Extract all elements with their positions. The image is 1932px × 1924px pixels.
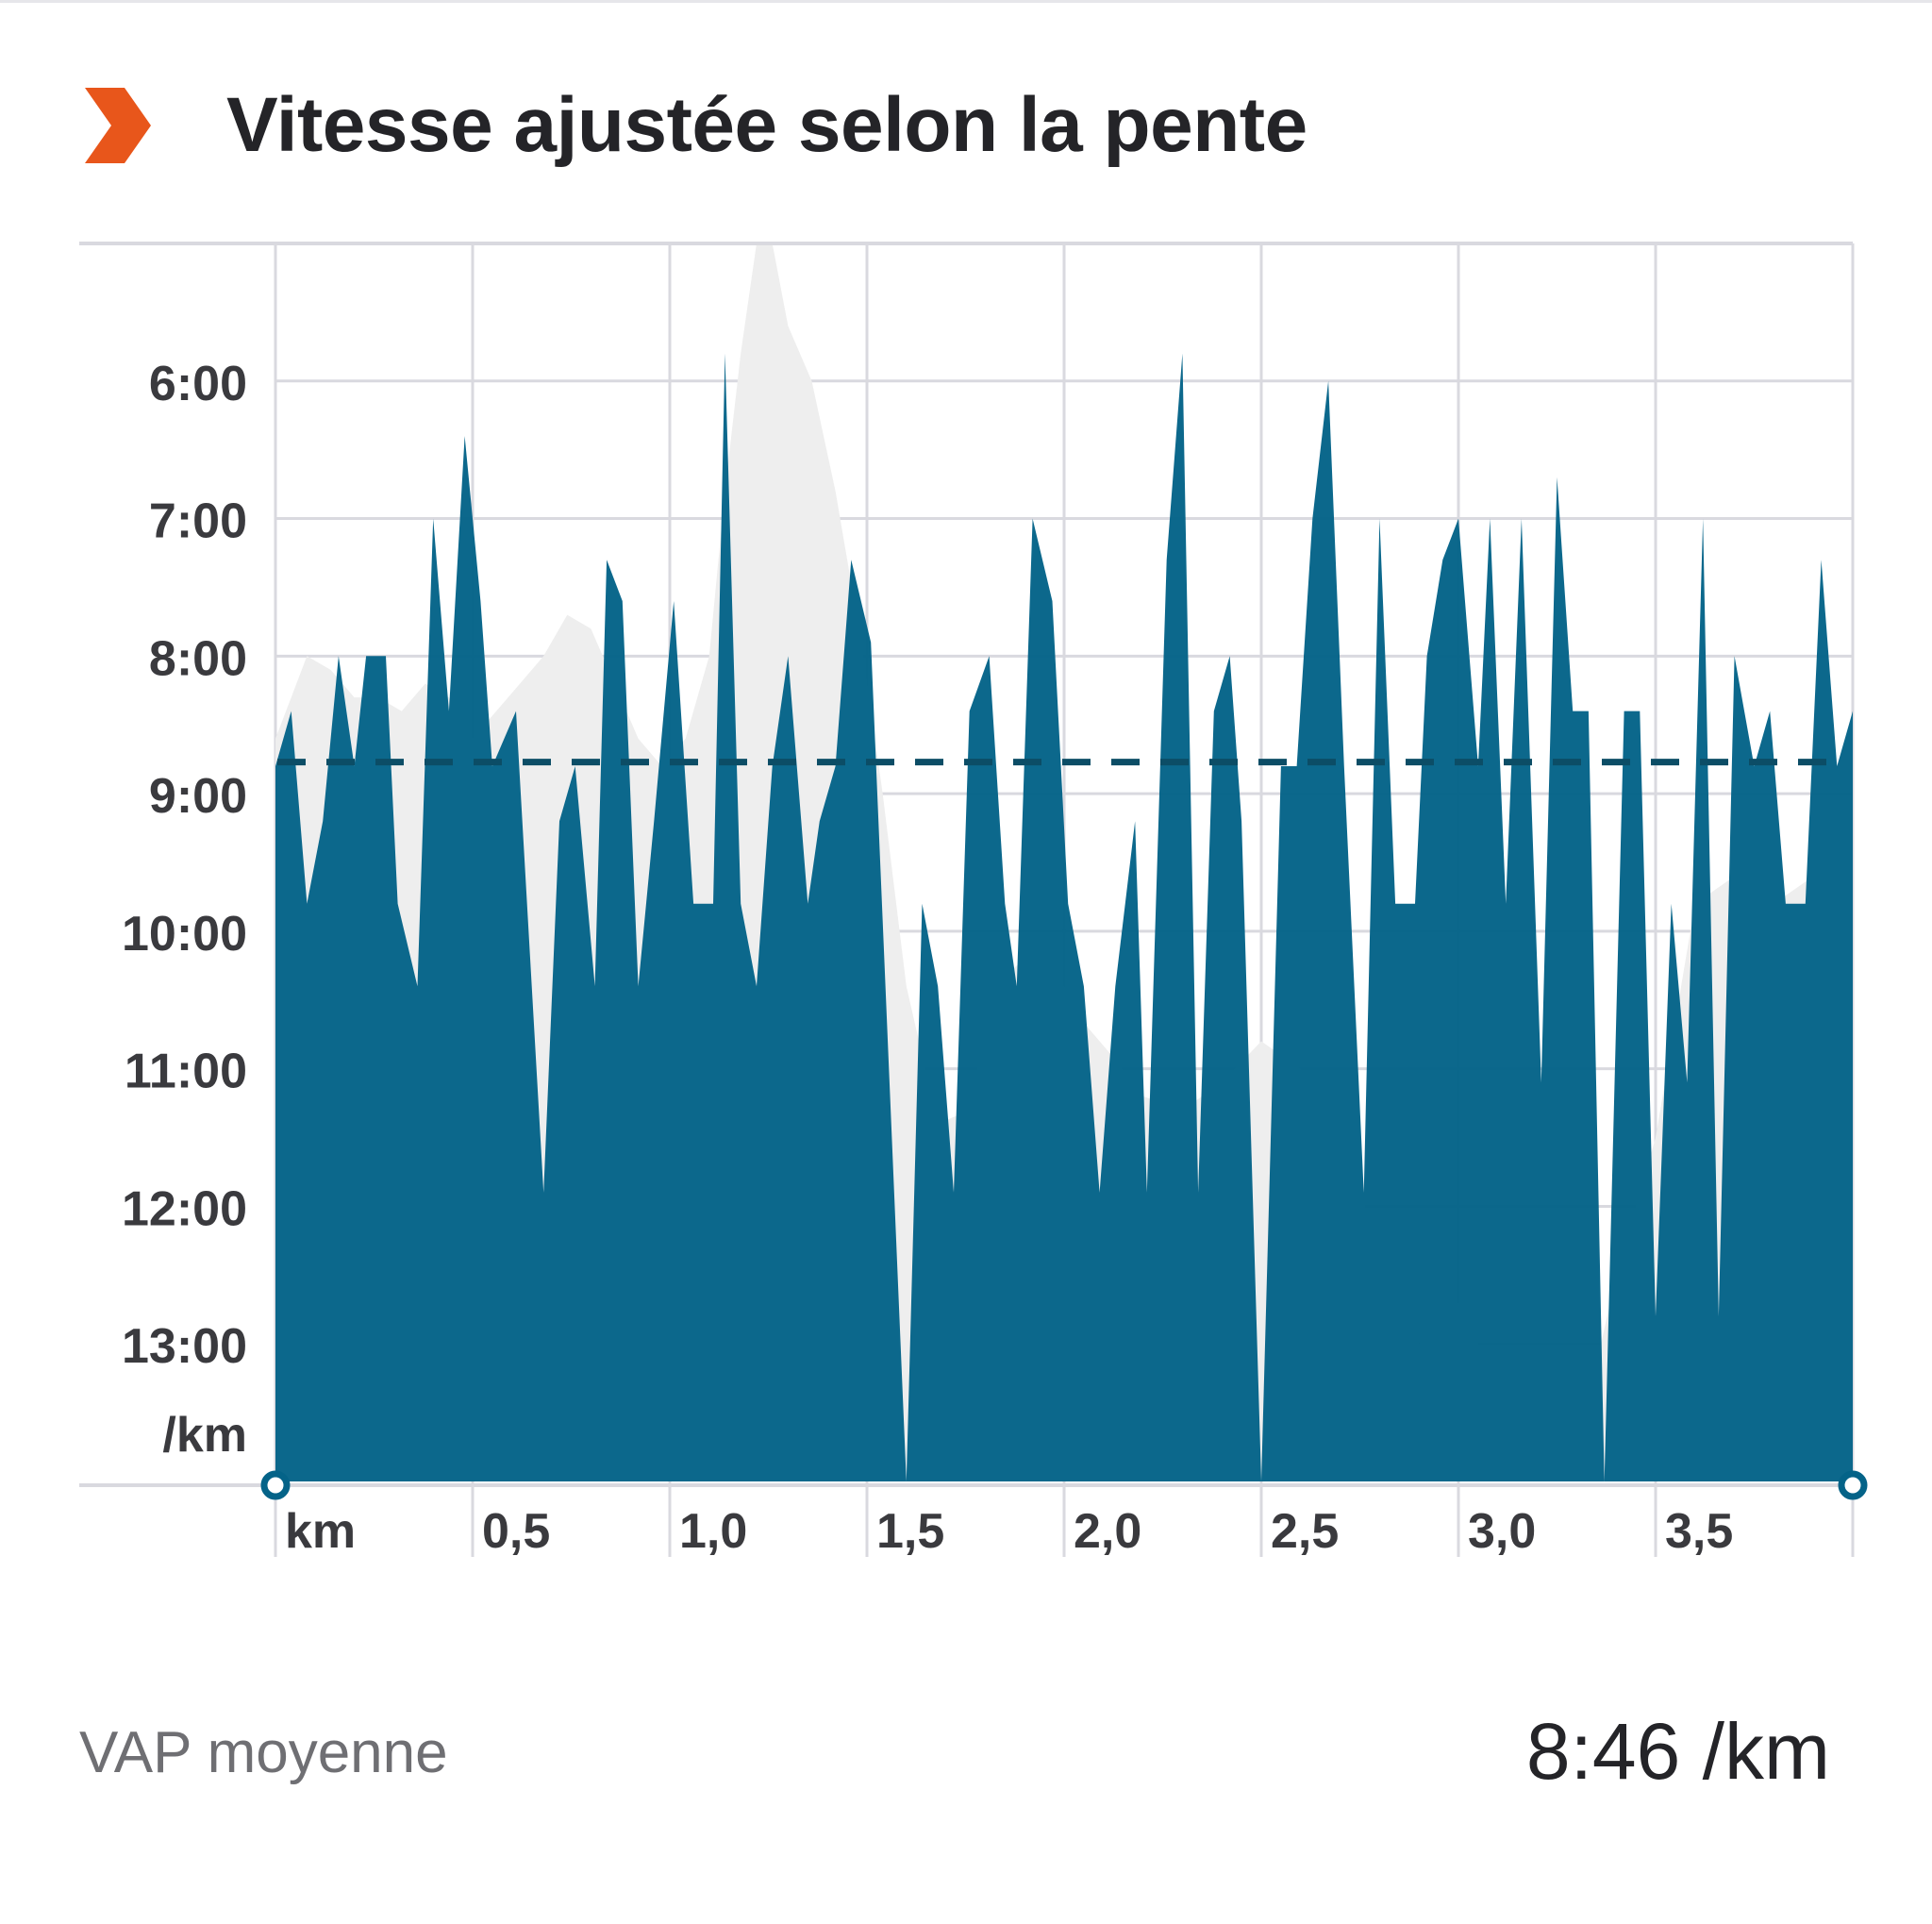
average-value: 8:46 /km [1525,1707,1830,1796]
y-tick-label: 10:00 [122,907,247,962]
y-axis-labels: 6:00 7:00 8:00 9:00 10:00 11:00 12:00 13:00 [122,357,247,1374]
y-tick-label: 11:00 [125,1045,247,1099]
top-divider [0,0,1932,3]
chart-header: Vitesse ajustée selon la pente [85,74,1307,177]
x-tick-label: 1,0 [679,1504,747,1559]
y-tick-label: 13:00 [122,1319,247,1374]
orange-chevron-icon [85,88,151,163]
pace-area [275,353,1853,1482]
y-tick-label: 9:00 [149,769,247,824]
average-label: VAP moyenne [79,1720,448,1785]
y-tick-label: 8:00 [149,631,247,686]
x-tick-label: 2,5 [1271,1504,1339,1559]
x-tick-label: 1,5 [876,1504,944,1559]
x-axis-labels: 0,5 1,0 1,5 2,0 2,5 3,0 3,5 [482,1504,1733,1559]
y-tick-label: 7:00 [149,494,247,549]
range-handle-left[interactable] [260,1470,291,1500]
x-tick-label: 2,0 [1074,1504,1141,1559]
y-axis-unit-label: /km [162,1408,247,1463]
y-tick-label: 6:00 [149,357,247,411]
y-tick-label: 12:00 [122,1181,247,1236]
x-tick-label: 3,0 [1468,1504,1536,1559]
x-tick-label: 0,5 [482,1504,550,1559]
range-handle-right[interactable] [1838,1470,1868,1500]
x-axis-unit-label: km [285,1504,356,1559]
x-tick-label: 3,5 [1665,1504,1733,1559]
pace-chart[interactable]: 6:00 7:00 8:00 9:00 10:00 11:00 12:00 13:00 /km… [0,226,1932,1585]
chart-title: Vitesse ajustée selon la pente [226,82,1307,168]
